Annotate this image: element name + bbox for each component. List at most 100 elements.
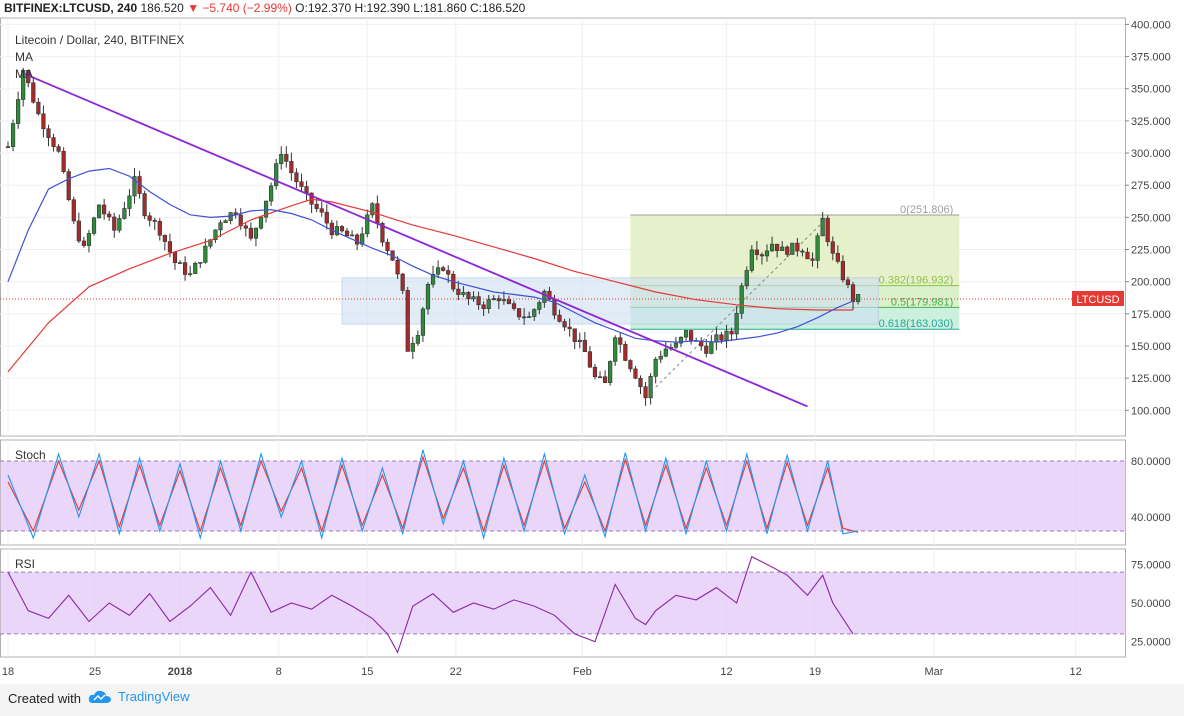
candle-body xyxy=(780,246,785,252)
candle-body xyxy=(122,208,127,219)
price-tick-label: 400.000 xyxy=(1131,19,1171,31)
stoch-band xyxy=(0,461,1126,531)
last-price: 186.520 xyxy=(140,1,184,15)
candle-body xyxy=(658,355,663,360)
price-tick-label: 225.000 xyxy=(1131,245,1171,257)
time-tick-label: 25 xyxy=(89,666,101,678)
candle-body xyxy=(142,193,147,217)
candle-body xyxy=(608,361,613,383)
chart-svg: 0(251.806) 0.382(196.932) 0.5(179.981) 0.61… xyxy=(0,17,1171,678)
fib-zone-upper xyxy=(630,215,960,286)
candle-body xyxy=(415,335,420,344)
candle-body xyxy=(157,221,162,236)
candle-body xyxy=(304,186,309,194)
candle-body xyxy=(754,249,759,255)
candle-body xyxy=(71,199,76,222)
price-tick-label: 200.000 xyxy=(1131,277,1171,289)
pane-border xyxy=(0,17,1126,437)
candle-body xyxy=(628,360,633,370)
candle-body xyxy=(380,223,385,243)
candle-body xyxy=(810,258,815,261)
candle-body xyxy=(294,172,299,183)
candle-body xyxy=(319,208,324,213)
candle-body xyxy=(198,262,203,264)
rsi-tick-label: 75.0000 xyxy=(1131,559,1171,571)
candle-body xyxy=(21,70,26,100)
candle-body xyxy=(385,241,390,252)
candle-body xyxy=(542,290,547,303)
fib-level-label: 0.618(163.030) xyxy=(879,318,954,330)
time-tick-label: Mar xyxy=(925,666,944,678)
candle-body xyxy=(162,234,167,242)
candle-body xyxy=(805,251,810,260)
candle-body xyxy=(688,330,694,341)
candle-body xyxy=(299,181,304,187)
candle-body xyxy=(506,299,512,304)
candle-body xyxy=(314,203,319,209)
candle-body xyxy=(112,216,117,231)
created-with-label: Created with xyxy=(8,691,81,706)
candle-body xyxy=(759,254,765,257)
candle-body xyxy=(481,304,486,309)
candle-body xyxy=(435,267,441,275)
trendline xyxy=(22,72,808,408)
candle-body xyxy=(602,376,608,383)
main-lines xyxy=(7,72,854,408)
candle-body xyxy=(441,267,446,271)
time-tick-label: Feb xyxy=(573,666,592,678)
candle-body xyxy=(486,299,491,309)
candle-body xyxy=(643,386,648,399)
price-tick-label: 300.000 xyxy=(1131,148,1171,160)
stoch-tick-label: 40.0000 xyxy=(1131,512,1171,524)
price-tick-label: 325.000 xyxy=(1131,116,1171,128)
candle-body xyxy=(91,217,97,234)
candle-body xyxy=(582,339,587,352)
fib-level-label: 0(251.806) xyxy=(900,204,953,216)
candle-body xyxy=(349,234,355,237)
rsi-label: RSI xyxy=(15,557,35,571)
candle-body xyxy=(840,261,845,281)
candle-body xyxy=(10,123,16,148)
fib-level-label: 0.382(196.932) xyxy=(879,275,954,287)
candle-body xyxy=(699,340,704,347)
price-tick-label: 275.000 xyxy=(1131,180,1171,192)
candle-body xyxy=(769,243,775,252)
candle-body xyxy=(729,330,734,335)
candle-body xyxy=(5,146,11,148)
candle-body xyxy=(516,308,522,318)
candle-body xyxy=(400,273,405,291)
candle-body xyxy=(102,204,107,215)
candle-body xyxy=(527,316,532,318)
candle-body xyxy=(719,334,724,341)
candle-body xyxy=(845,279,851,286)
candle-body xyxy=(678,336,684,344)
candle-body xyxy=(749,249,754,271)
candle-body xyxy=(167,241,173,253)
symbol-header: BITFINEX:LTCUSD, 240 186.520 ▼ −5.740 (−… xyxy=(4,1,525,15)
candle-body xyxy=(177,262,183,264)
candle-body xyxy=(279,154,284,164)
candle-body xyxy=(744,270,749,287)
candle-body xyxy=(51,137,56,147)
candle-body xyxy=(537,302,542,310)
candle-body xyxy=(339,226,345,232)
oscillator-panes xyxy=(0,449,1126,654)
candle-body xyxy=(46,128,51,138)
candle-body xyxy=(223,220,228,224)
candle-body xyxy=(243,225,248,229)
tradingview-link[interactable]: TradingView xyxy=(88,689,190,704)
candle-body xyxy=(117,218,122,231)
candle-body xyxy=(633,368,638,379)
candle-body xyxy=(815,235,820,261)
candle-body xyxy=(16,99,21,124)
candle-body xyxy=(491,298,496,301)
candle-body xyxy=(31,82,36,103)
candle-body xyxy=(183,262,188,275)
candle-body xyxy=(238,214,243,227)
time-tick-label: 22 xyxy=(450,666,462,678)
time-tick-label: 2018 xyxy=(168,666,192,678)
candle-body xyxy=(562,321,567,328)
candle-body xyxy=(132,176,137,197)
candle-body xyxy=(663,348,668,357)
candle-body xyxy=(850,284,856,302)
